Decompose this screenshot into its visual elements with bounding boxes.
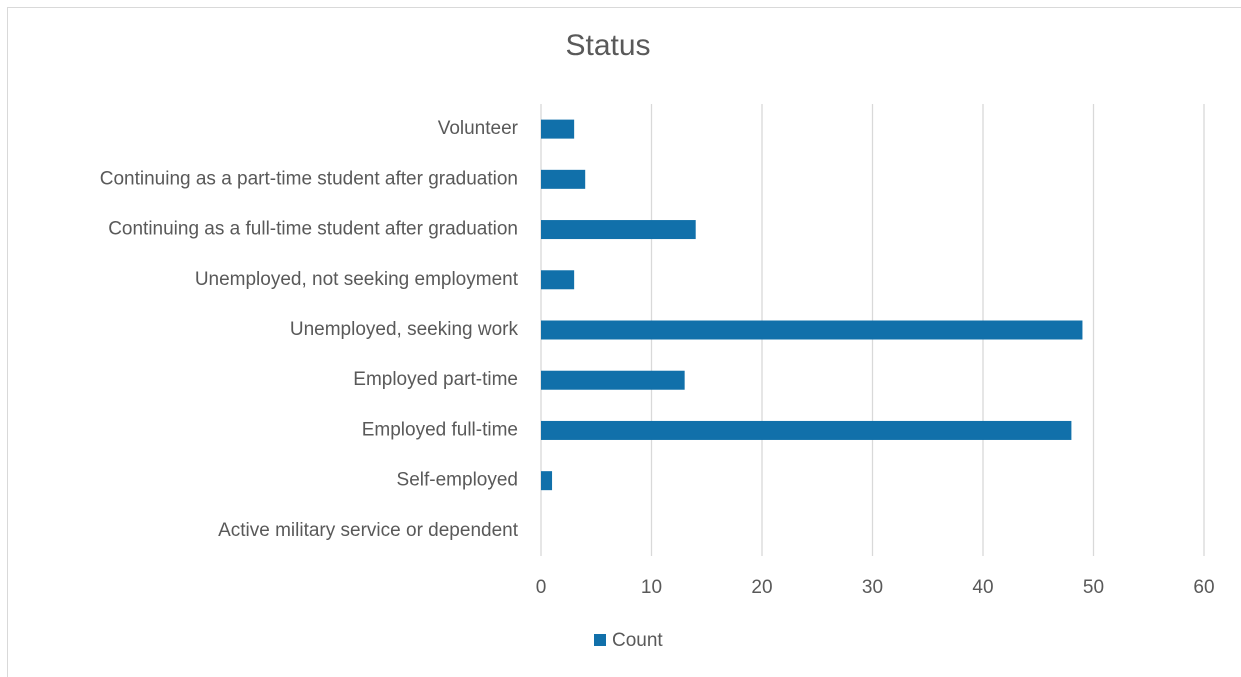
bar: [541, 119, 575, 139]
bar: [541, 270, 575, 290]
bar: [541, 220, 696, 240]
x-tick-label: 0: [536, 577, 547, 598]
y-tick-label: Employed full-time: [362, 419, 518, 440]
x-tick-label: 40: [972, 577, 993, 598]
y-tick-label: Continuing as a full-time student after …: [108, 219, 518, 240]
legend-label: Count: [612, 630, 663, 651]
legend-swatch: [594, 634, 606, 646]
y-tick-label: Continuing as a part-time student after …: [100, 168, 518, 189]
y-tick-label: Employed part-time: [353, 369, 518, 390]
y-tick-label: Unemployed, not seeking employment: [195, 269, 519, 290]
x-tick-label: 60: [1193, 577, 1214, 598]
y-tick-label: Volunteer: [438, 118, 519, 139]
x-tick-label: 30: [862, 577, 883, 598]
bar: [541, 370, 685, 390]
bar: [541, 471, 553, 491]
y-tick-label: Active military service or dependent: [218, 520, 519, 541]
bar: [541, 420, 1072, 440]
x-tick-label: 20: [751, 577, 772, 598]
chart-title: Status: [565, 29, 650, 62]
y-tick-label: Unemployed, seeking work: [290, 319, 519, 340]
y-tick-label: Self-employed: [397, 470, 518, 491]
x-tick-label: 10: [641, 577, 662, 598]
x-tick-label: 50: [1083, 577, 1104, 598]
chart-frame: [7, 7, 1241, 677]
bar: [541, 320, 1083, 340]
bar: [541, 169, 586, 189]
